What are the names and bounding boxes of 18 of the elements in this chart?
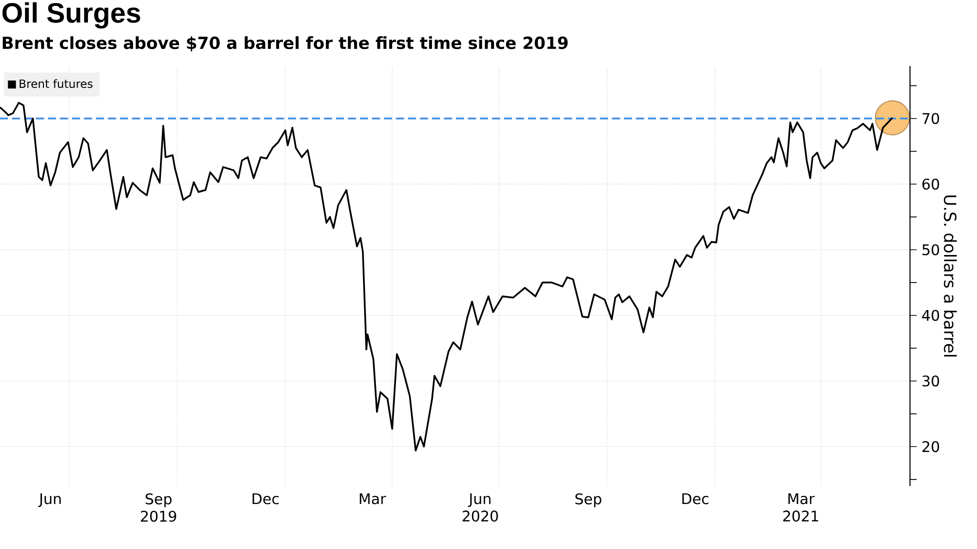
legend-label: Brent futures xyxy=(20,79,92,88)
x-tick-label: Jun 2020 xyxy=(462,493,498,522)
x-tick-label: Jun xyxy=(38,493,61,507)
x-tick-label: Sep 2019 xyxy=(140,493,176,522)
x-tick-label: Mar xyxy=(360,493,386,504)
y-tick-label: 20 xyxy=(922,441,940,452)
y-axis-title: U.S. dollars a barrel xyxy=(944,195,957,356)
y-tick-label: 30 xyxy=(922,375,940,387)
chart-title: Oil Surges xyxy=(2,2,140,28)
x-tick-label: Dec xyxy=(682,493,708,504)
x-tick-label: Dec xyxy=(252,493,279,504)
x-tick-label: Sep xyxy=(575,493,602,508)
y-tick-label: 40 xyxy=(922,310,940,321)
y-tick-label: 50 xyxy=(922,244,940,256)
y-tick-label: 70 xyxy=(922,112,940,124)
x-tick-label: Mar 2021 xyxy=(783,493,818,522)
chart-subtitle: Brent closes above $70 a barrel for the first time since 2019 xyxy=(2,36,568,52)
y-tick-label: 60 xyxy=(922,178,940,190)
